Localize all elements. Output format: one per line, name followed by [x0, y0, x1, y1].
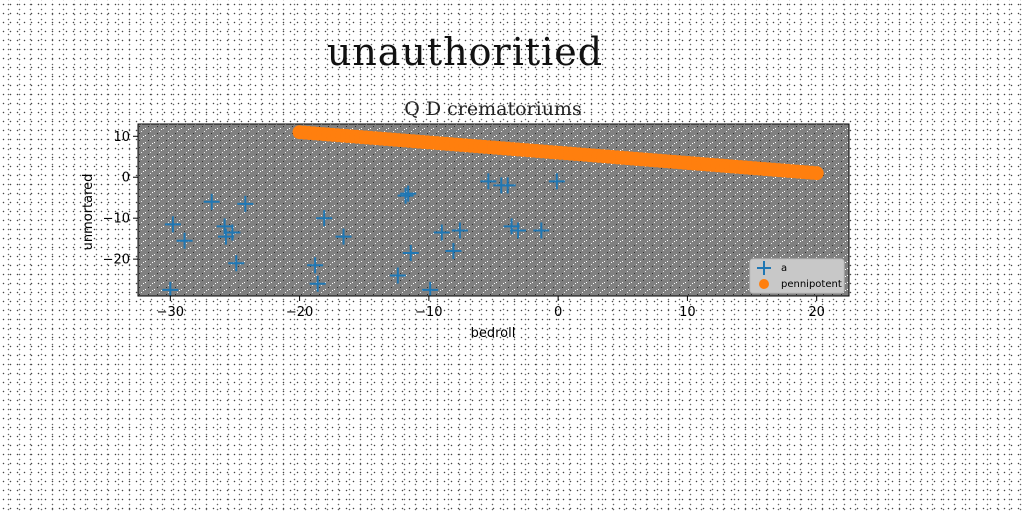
point-a [451, 222, 468, 239]
x-tick-label: 10 [679, 305, 696, 320]
plot-marks [162, 125, 824, 296]
plot-frame [137, 123, 850, 297]
x-tick-label: −20 [286, 305, 313, 320]
point-a [499, 177, 516, 194]
point-a [237, 195, 254, 212]
y-tick-label: 10 [113, 130, 130, 145]
point-a [402, 245, 419, 261]
point-a [445, 242, 462, 259]
legend-marker-pennipotent [759, 279, 769, 289]
x-tick-label: −30 [157, 305, 184, 320]
point-a [533, 222, 550, 239]
point-a [510, 222, 527, 239]
point-a [307, 257, 324, 274]
point-a [389, 267, 406, 284]
point-a [335, 228, 352, 245]
point-a [316, 210, 333, 227]
point-a [309, 275, 326, 292]
x-axis-label: bedroll [471, 326, 516, 341]
y-tick-label: −20 [103, 253, 130, 268]
legend-label-pennipotent: pennipotent [781, 279, 842, 290]
legend: a pennipotent [749, 258, 845, 294]
x-tick-label: 0 [554, 305, 562, 320]
x-tick-label: 20 [808, 305, 825, 320]
x-axis: −30 −20 −10 0 10 20 [157, 296, 825, 320]
legend-box [749, 258, 845, 294]
point-a [162, 281, 179, 296]
x-tick-label: −10 [415, 305, 442, 320]
point-a [433, 224, 450, 241]
point-a [203, 193, 220, 210]
point-a [480, 173, 497, 190]
figure-suptitle: unauthoritied [326, 30, 604, 74]
y-axis-label: unmortared [81, 174, 96, 251]
point-a [217, 228, 234, 245]
legend-label-a: a [781, 263, 787, 274]
point-a [503, 218, 520, 235]
y-axis: −20 −10 0 10 [103, 130, 138, 268]
point-a [548, 173, 565, 190]
point-a [422, 281, 439, 296]
point-a [224, 224, 241, 241]
y-tick-label: −10 [103, 212, 130, 227]
point-a [400, 185, 417, 202]
point-a [164, 216, 181, 233]
y-tick-label: 0 [122, 171, 130, 186]
point-pennipotent [809, 166, 824, 181]
legend-marker-a [757, 261, 771, 275]
point-a [397, 187, 414, 204]
plot-title: Q D crematoriums [404, 98, 581, 120]
point-a [176, 232, 193, 249]
point-a [228, 255, 245, 272]
